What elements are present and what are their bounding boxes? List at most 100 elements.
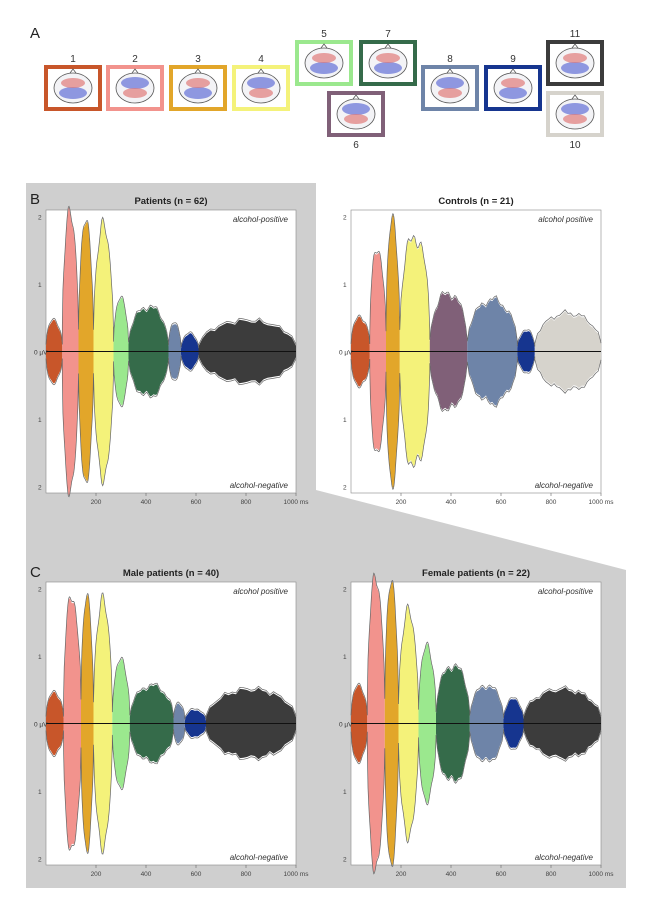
envelope-lower	[45, 355, 297, 498]
x-tick-label: 800	[546, 499, 557, 506]
positive-blob	[501, 78, 525, 88]
nose-mark	[194, 68, 202, 74]
y-tick-label: 1	[343, 654, 347, 661]
topomap-9: 9	[484, 54, 542, 111]
x-tick-label: 400	[141, 499, 152, 506]
topomap-label: 7	[385, 29, 391, 40]
negative-blob	[121, 77, 149, 89]
y-tick-label: 2	[343, 484, 347, 491]
zero-label: 0 µV	[339, 350, 353, 357]
chart-male-patients: Male patients (n = 40) alcohol positive al…	[34, 568, 309, 878]
topomap-6: 6	[327, 91, 385, 151]
envelope-lower	[350, 729, 602, 875]
chart-title: Female patients (n = 22)	[422, 568, 530, 579]
topomap-3: 3	[169, 54, 227, 111]
y-tick-label: 1	[38, 282, 42, 289]
zero-label: 0 µV	[339, 722, 353, 729]
negative-blob	[247, 77, 275, 89]
negative-blob	[374, 62, 402, 74]
envelope-upper	[350, 213, 602, 347]
y-tick-label: 2	[38, 587, 42, 594]
label-alcohol-positive: alcohol-positive	[233, 215, 289, 224]
label-alcohol-negative: alcohol-negative	[230, 481, 289, 490]
topomap-1: 1	[44, 54, 102, 111]
topomap-label: 1	[70, 54, 76, 65]
label-alcohol-negative: alcohol-negative	[230, 853, 289, 862]
negative-blob	[499, 87, 527, 99]
envelope-lower	[350, 356, 602, 490]
x-tick-label: 600	[496, 499, 507, 506]
topomap-label: 2	[132, 54, 138, 65]
label-alcohol-positive: alcohol positive	[233, 587, 288, 596]
negative-blob	[561, 62, 589, 74]
y-tick-label: 1	[343, 789, 347, 796]
x-tick-label: 400	[141, 871, 152, 878]
positive-blob	[61, 78, 85, 88]
zero-label: 0 µV	[34, 722, 48, 729]
x-tick-label: 1000 ms	[589, 871, 615, 878]
y-tick-label: 2	[343, 215, 347, 222]
positive-blob	[563, 114, 587, 124]
x-tick-label: 200	[396, 871, 407, 878]
y-tick-label: 1	[343, 282, 347, 289]
positive-blob	[312, 53, 336, 63]
zero-label: 0 µV	[34, 350, 48, 357]
panel-label-a: A	[30, 25, 40, 42]
label-alcohol-positive: alcohol positive	[538, 215, 593, 224]
y-tick-label: 2	[38, 215, 42, 222]
envelope-upper	[45, 205, 297, 348]
y-tick-label: 1	[343, 417, 347, 424]
chart-patients: Patients (n = 62) alcohol-positive alcohol…	[34, 196, 309, 506]
topomap-row: 1 2 3 4 5 6 7 8 9 10 11	[44, 29, 604, 151]
nose-mark	[320, 43, 328, 49]
negative-blob	[310, 62, 338, 74]
positive-blob	[344, 114, 368, 124]
x-tick-label: 400	[446, 871, 457, 878]
topomap-label: 10	[569, 140, 581, 151]
topomap-label: 9	[510, 54, 516, 65]
x-tick-label: 200	[91, 871, 102, 878]
negative-blob	[436, 77, 464, 89]
chart-female-patients: Female patients (n = 22) alcohol-positive…	[339, 568, 614, 878]
nose-mark	[131, 68, 139, 74]
label-alcohol-positive: alcohol-positive	[538, 587, 594, 596]
positive-blob	[249, 88, 273, 98]
x-tick-label: 800	[241, 499, 252, 506]
positive-blob	[438, 88, 462, 98]
chart-title: Male patients (n = 40)	[123, 568, 219, 579]
x-tick-label: 800	[241, 871, 252, 878]
topomap-10: 10	[546, 91, 604, 151]
topomap-8: 8	[421, 54, 479, 111]
x-tick-label: 1000 ms	[284, 871, 310, 878]
negative-blob	[342, 103, 370, 115]
negative-blob	[561, 103, 589, 115]
y-tick-label: 2	[38, 856, 42, 863]
label-alcohol-negative: alcohol-negative	[535, 853, 594, 862]
x-tick-label: 200	[91, 499, 102, 506]
nose-mark	[446, 68, 454, 74]
topomap-7: 7	[359, 29, 417, 86]
topomap-label: 5	[321, 29, 327, 40]
envelope-upper	[350, 572, 602, 718]
topomap-label: 3	[195, 54, 201, 65]
nose-mark	[69, 68, 77, 74]
x-tick-label: 400	[446, 499, 457, 506]
chart-title: Patients (n = 62)	[134, 196, 207, 207]
x-tick-label: 800	[546, 871, 557, 878]
nose-mark	[509, 68, 517, 74]
chart-title: Controls (n = 21)	[438, 196, 513, 207]
nose-mark	[571, 43, 579, 49]
negative-blob	[59, 87, 87, 99]
positive-blob	[123, 88, 147, 98]
envelope-lower	[45, 727, 297, 855]
y-tick-label: 1	[38, 654, 42, 661]
y-tick-label: 2	[38, 484, 42, 491]
x-tick-label: 1000 ms	[284, 499, 310, 506]
x-tick-label: 200	[396, 499, 407, 506]
topomap-11: 11	[546, 29, 604, 86]
chart-controls: Controls (n = 21) alcohol positive alcohol…	[339, 196, 614, 506]
topomap-label: 11	[570, 29, 581, 40]
y-tick-label: 2	[343, 856, 347, 863]
nose-mark	[384, 43, 392, 49]
